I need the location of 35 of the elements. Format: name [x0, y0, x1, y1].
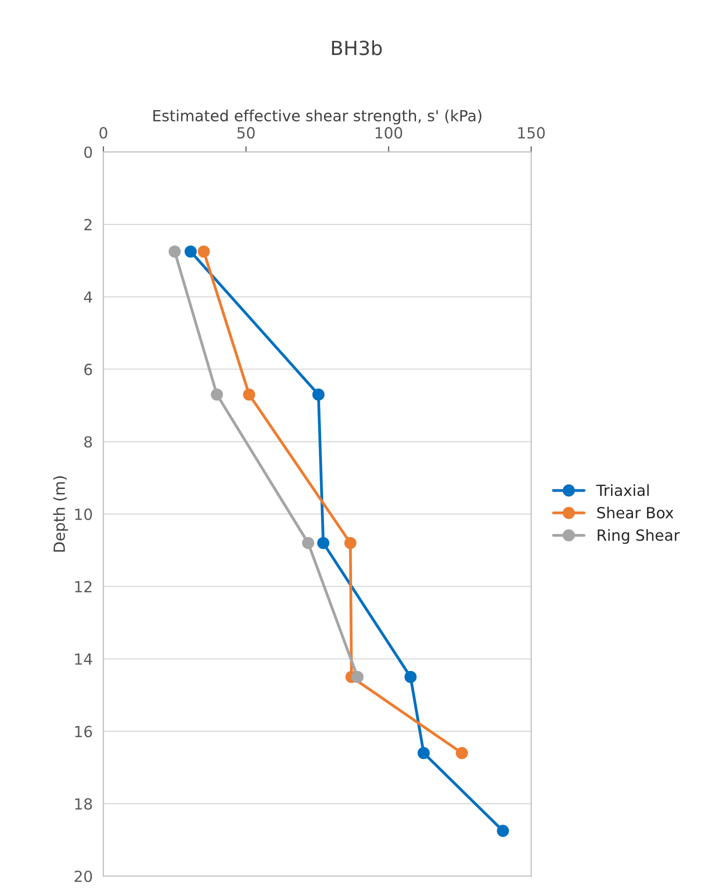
x-tick-label: 0 — [100, 127, 108, 139]
point — [344, 536, 356, 550]
point — [184, 245, 197, 258]
y-tick-label: 8 — [84, 436, 92, 448]
y-tick-label: 18 — [75, 798, 92, 810]
point — [198, 245, 210, 258]
point — [302, 536, 314, 550]
y-tick-label: 12 — [75, 580, 92, 592]
point — [418, 746, 430, 760]
y-tick-label: 0 — [84, 146, 92, 158]
legend-label: Triaxial — [596, 484, 649, 496]
point — [210, 388, 223, 401]
y-axis-title: Depth (m) — [53, 476, 68, 552]
chart-title: BH3b — [332, 40, 382, 56]
point — [168, 245, 181, 258]
point — [404, 670, 417, 684]
y-tick-label: 4 — [84, 291, 92, 303]
point — [456, 746, 468, 760]
y-tick-label: 6 — [84, 364, 92, 376]
x-axis-title: Estimated effective shear strength, s' (kPa) — [153, 110, 482, 124]
point — [312, 388, 324, 401]
y-tick-label: 2 — [84, 218, 92, 230]
point — [496, 824, 510, 837]
x-tick-label: 100 — [376, 127, 402, 139]
legend-label: Ring Shear — [598, 529, 680, 544]
x-tick-label: 50 — [237, 127, 255, 139]
y-tick-label: 16 — [75, 726, 92, 738]
y-tick-label: 20 — [74, 870, 92, 882]
point — [243, 388, 256, 401]
point — [317, 536, 330, 550]
y-tick-label: 10 — [75, 508, 92, 520]
y-tick-label: 14 — [75, 654, 92, 665]
x-tick-label: 150 — [518, 127, 545, 139]
legend-label: Shear Box — [597, 506, 674, 518]
point — [351, 670, 364, 684]
